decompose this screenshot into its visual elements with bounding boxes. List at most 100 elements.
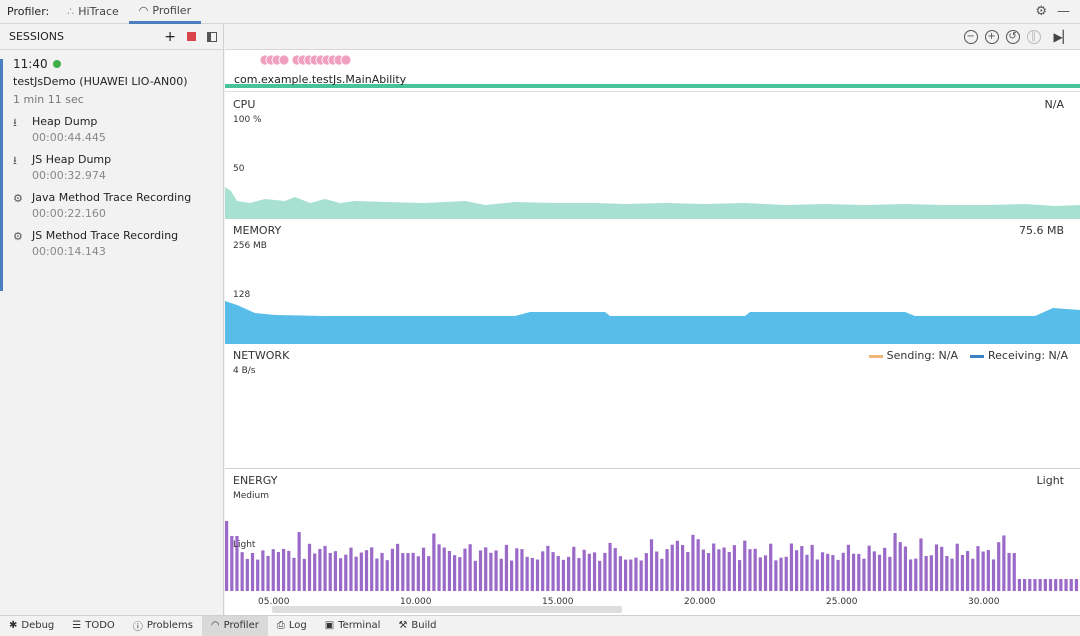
energy-bar <box>333 551 338 591</box>
timeline-scrollbar[interactable] <box>272 606 622 613</box>
tab-profiler[interactable]: ◠ Profiler <box>128 0 202 24</box>
collapse-panel-icon[interactable] <box>207 31 217 42</box>
minimize-icon[interactable]: — <box>1057 4 1070 19</box>
tool-todo[interactable]: ☰ TODO <box>63 616 124 636</box>
tool-debug[interactable]: ✱ Debug <box>0 616 63 636</box>
energy-bar <box>287 550 291 591</box>
settings-gear-icon[interactable]: ⚙ <box>1035 4 1047 19</box>
energy-bar <box>1002 535 1006 591</box>
energy-bar <box>592 552 597 591</box>
zoom-out-icon[interactable]: − <box>963 29 978 44</box>
energy-bar <box>649 539 654 591</box>
pause-icon[interactable]: ‖ <box>1026 29 1041 44</box>
energy-bar <box>644 553 648 591</box>
artifact-heap-dump[interactable]: ⭳ Heap Dump 00:00:44.445 <box>13 115 223 144</box>
receiving-swatch <box>970 354 985 358</box>
energy-bar <box>779 557 783 591</box>
gear-icon: ⚙ <box>13 230 23 243</box>
energy-bar <box>624 559 628 591</box>
energy-bar <box>510 560 514 591</box>
legend-sending-label: Sending: N/A <box>886 349 959 362</box>
memory-axis-mid: 128 <box>233 290 251 300</box>
energy-bar <box>991 559 996 591</box>
tool-log[interactable]: ⎙ Log <box>268 616 316 636</box>
energy-bar <box>250 553 255 591</box>
tool-terminal[interactable]: ▣ Terminal <box>316 616 390 636</box>
network-lane[interactable]: NETWORK Sending: N/A Receiving: N/A 4 B/… <box>225 344 1080 469</box>
energy-bar <box>960 554 965 591</box>
session-entry[interactable]: 11:40 testJsDemo (HUAWEI LIO-AN00) 1 min… <box>0 57 223 291</box>
network-axis-max: 4 B/s <box>233 366 256 376</box>
energy-bar <box>1059 579 1063 591</box>
energy-bar <box>722 547 726 591</box>
energy-bar <box>763 555 768 591</box>
session-duration: 1 min 11 sec <box>13 93 84 106</box>
energy-bar <box>489 552 493 591</box>
tool-profiler[interactable]: ◠ Profiler <box>201 615 268 636</box>
artifact-name: JS Heap Dump <box>32 153 112 166</box>
energy-bar <box>940 546 944 591</box>
tick-label: 30.000 <box>968 597 1000 607</box>
energy-bar <box>525 556 529 591</box>
energy-bar <box>1048 579 1053 591</box>
artifact-js-method-trace[interactable]: ⚙ JS Method Trace Recording 00:00:14.143 <box>13 229 223 258</box>
stop-session-icon[interactable] <box>187 32 196 41</box>
energy-bar <box>349 547 353 591</box>
energy-lane[interactable]: ENERGY Light Medium Light <box>225 469 1080 591</box>
go-live-icon[interactable]: ▶▏ <box>1053 29 1072 44</box>
tick-label: 25.000 <box>826 597 858 607</box>
memory-lane[interactable]: MEMORY 75.6 MB 256 MB 128 <box>225 219 1080 344</box>
energy-bar <box>230 536 234 591</box>
profiler-topbar: Profiler: ∴ HiTrace ◠ Profiler ⚙ — <box>0 0 1080 24</box>
energy-bar <box>1017 579 1022 591</box>
energy-bar <box>945 556 949 591</box>
cpu-lane[interactable]: CPU N/A 100 % 50 <box>225 93 1080 219</box>
terminal-icon: ▣ <box>324 620 335 631</box>
session-time-row: 11:40 <box>13 57 223 71</box>
zoom-in-icon[interactable]: + <box>984 29 999 44</box>
energy-bar <box>577 558 581 591</box>
energy-bar <box>748 549 752 591</box>
energy-bar <box>1054 579 1058 591</box>
energy-axis-max: Medium <box>233 491 269 501</box>
energy-bar <box>292 557 296 591</box>
energy-bar <box>789 543 794 591</box>
energy-bar <box>712 543 716 591</box>
energy-bar <box>225 521 229 591</box>
profiler-timeline: − + ↺ ‖ ▶▏ com.example.testJs.MainAbilit… <box>225 24 1080 615</box>
tool-build[interactable]: ⚒ Build <box>389 616 445 636</box>
energy-bar <box>240 552 244 591</box>
add-session-icon[interactable]: + <box>164 28 176 45</box>
energy-bar <box>966 550 970 591</box>
energy-bar <box>339 558 343 591</box>
tool-problems[interactable]: ⓘ Problems <box>124 616 202 636</box>
energy-bar <box>997 542 1001 591</box>
list-icon: ☰ <box>72 620 82 631</box>
bug-icon: ✱ <box>9 620 18 631</box>
energy-bar <box>437 544 441 591</box>
tab-hitrace[interactable]: ∴ HiTrace <box>57 0 129 24</box>
energy-bar <box>971 558 975 591</box>
artifact-js-heap-dump[interactable]: ⭳ JS Heap Dump 00:00:32.974 <box>13 153 223 182</box>
energy-bar <box>442 547 446 591</box>
energy-bar <box>354 556 358 591</box>
energy-bar <box>686 552 690 591</box>
energy-bar <box>328 552 332 591</box>
energy-bar <box>634 557 638 591</box>
energy-bar <box>618 556 623 591</box>
energy-bar <box>691 534 695 591</box>
sessions-header: SESSIONS + <box>0 24 223 50</box>
artifact-java-method-trace[interactable]: ⚙ Java Method Trace Recording 00:00:22.1… <box>13 191 223 220</box>
energy-bar <box>587 553 591 591</box>
energy-bar <box>608 542 612 591</box>
energy-bar <box>1007 552 1011 591</box>
energy-bar <box>805 554 809 591</box>
heap-dump-icon: ⭳ <box>13 116 17 129</box>
energy-bar <box>758 557 762 591</box>
energy-bar <box>297 532 301 591</box>
gauge-icon: ◠ <box>210 620 220 631</box>
energy-title: ENERGY <box>233 474 278 487</box>
energy-bar <box>929 555 933 591</box>
reset-zoom-icon[interactable]: ↺ <box>1005 29 1020 44</box>
tool-profiler-label: Profiler <box>223 620 259 631</box>
